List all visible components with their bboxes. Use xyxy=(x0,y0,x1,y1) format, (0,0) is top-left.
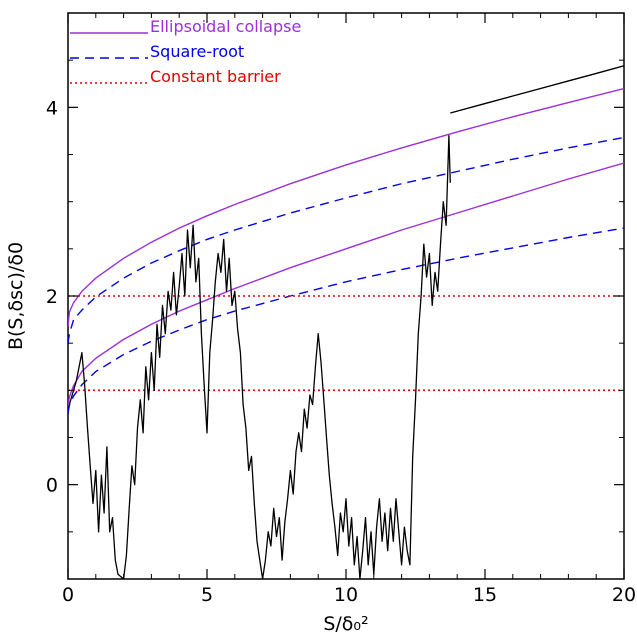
legend: Ellipsoidal collapse Square-root Constant … xyxy=(70,17,301,86)
x-tick-label: 5 xyxy=(201,584,213,606)
random-walk-line xyxy=(68,134,451,579)
legend-label-0: Ellipsoidal collapse xyxy=(150,17,301,36)
series-0-curve-0 xyxy=(68,87,624,327)
legend-label-2: Constant barrier xyxy=(150,67,281,86)
series-1-curve-0 xyxy=(68,136,624,344)
x-tick-label: 15 xyxy=(473,584,497,606)
x-tick-label: 20 xyxy=(612,584,636,606)
series-3-curve-0 xyxy=(450,65,624,114)
series-0-curve-1 xyxy=(68,162,624,406)
x-axis-label: S/δ₀² xyxy=(323,613,368,635)
axes-layer: 0 5 10 15 20 0 2 4 xyxy=(46,12,636,606)
x-tick-label: 10 xyxy=(334,584,358,606)
plot-area xyxy=(67,12,625,580)
y-tick-label: 0 xyxy=(46,475,58,497)
x-tick-label: 0 xyxy=(62,584,74,606)
curves-layer xyxy=(68,65,624,579)
y-tick-label: 2 xyxy=(46,286,58,308)
series-1-curve-1 xyxy=(68,227,624,414)
legend-label-1: Square-root xyxy=(150,42,244,61)
y-axis-label: B(S,δsc)/δ0 xyxy=(5,242,27,350)
y-tick-label: 4 xyxy=(46,97,58,119)
